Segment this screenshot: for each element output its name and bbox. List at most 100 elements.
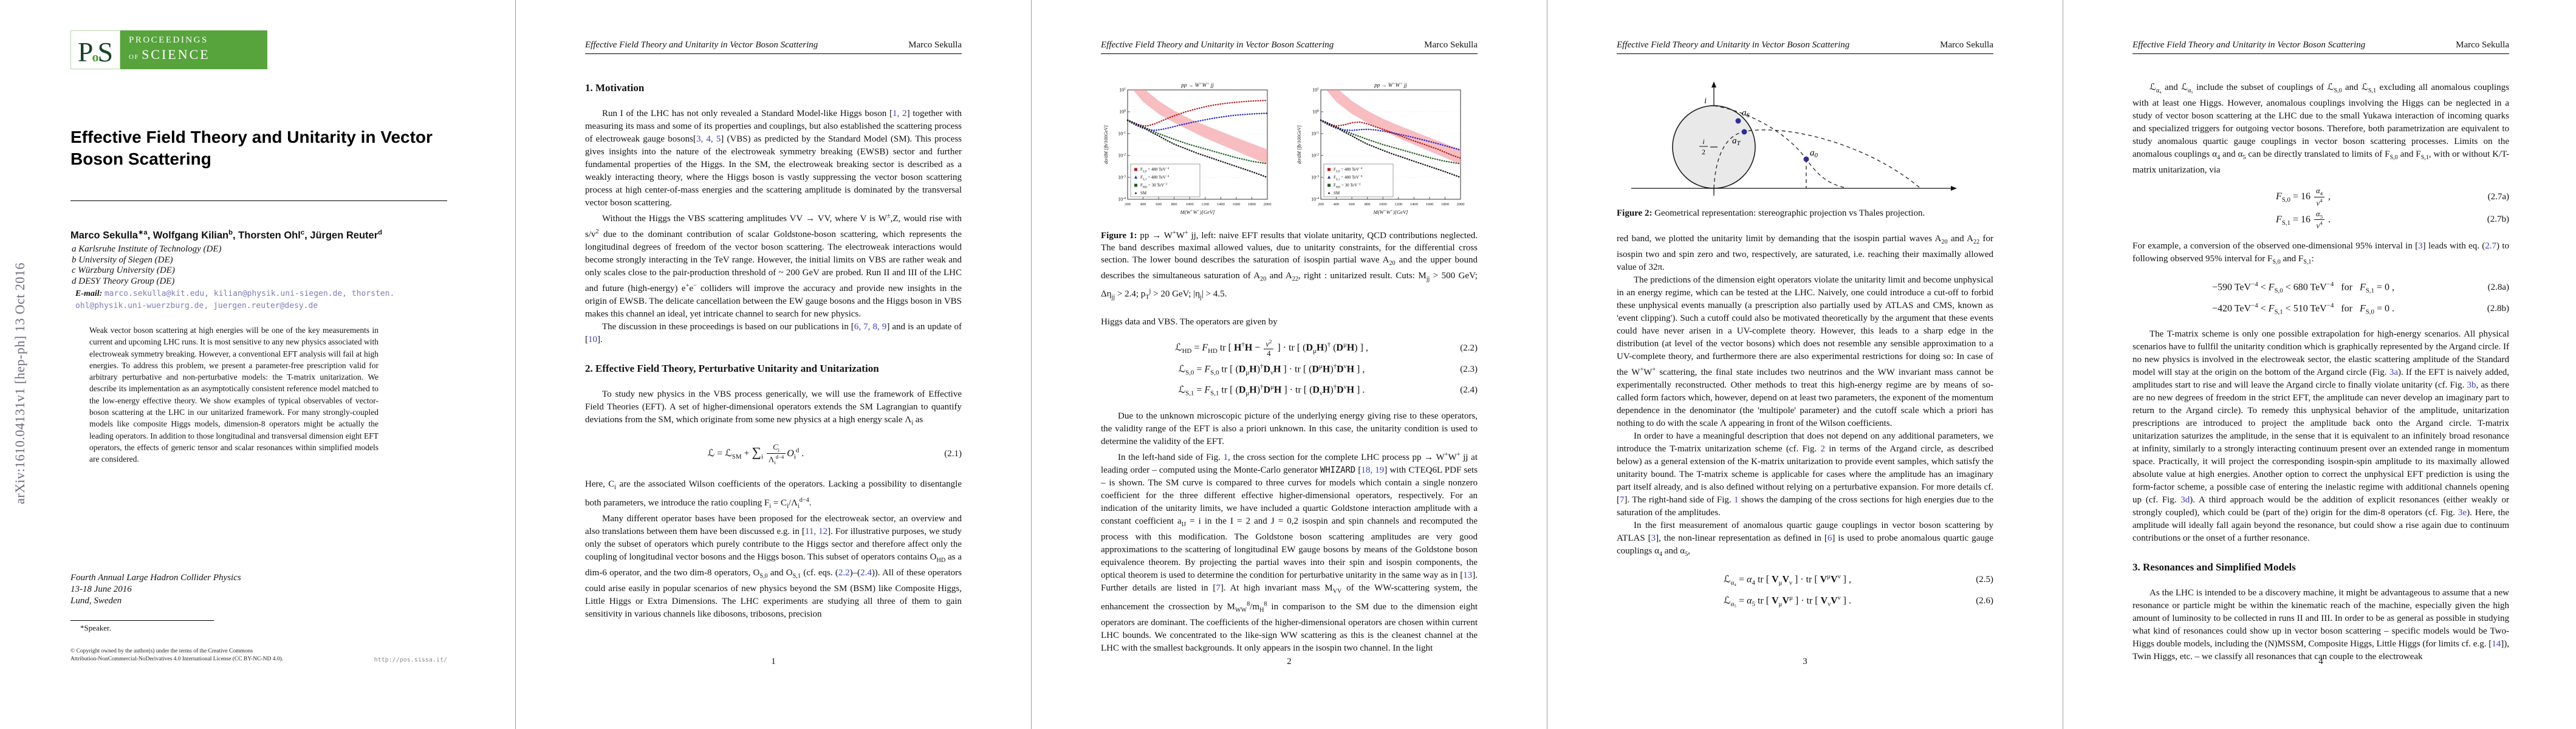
citation-link[interactable]: 13 [1463, 570, 1473, 580]
pos-banner-line2: OF SCIENCE [129, 47, 267, 63]
figure-ref-link[interactable]: 3e [2458, 508, 2467, 518]
citation-link[interactable]: 14 [2492, 639, 2501, 649]
citation-link[interactable]: 7 [1216, 583, 1221, 593]
y-tick-label: 10-3 [1118, 175, 1126, 180]
legend-marker-FS0 [1327, 168, 1331, 171]
citation-link[interactable]: 18, 19 [1361, 465, 1385, 475]
paragraph: Higgs data and VBS. The operators are gi… [1101, 317, 1278, 327]
figure-1: 101 100 10-1 10-2 10-3 10-4 200 400 600 800 1000 12… [1101, 80, 1478, 224]
plot-title: pp → W+W+ jj [1374, 82, 1407, 88]
y-tick-label: 10-3 [1311, 175, 1319, 180]
series-FS0 [1320, 119, 1462, 159]
citation-link[interactable]: 3 [2418, 241, 2423, 252]
legend-label: SM [1140, 191, 1147, 196]
x-tick-label: 1200 [1201, 202, 1209, 207]
x-tick-label: 1800 [1248, 202, 1256, 207]
email-link-line1[interactable]: marco.sekulla@kit.edu, kilian@physik.uni… [104, 289, 395, 298]
figure-2-caption: Figure 2: Geometrical representation: st… [1617, 208, 1925, 218]
figure-ref-link[interactable]: 3a [2389, 368, 2398, 378]
x-tick-label: 1400 [1410, 202, 1418, 207]
x-tick-label: 800 [1365, 202, 1371, 207]
y-tick-label: 101 [1119, 87, 1126, 93]
citation-link[interactable]: 6 [1827, 533, 1832, 543]
citation-link[interactable]: 3 [1651, 533, 1656, 543]
equation-2-3: ℒS,0 = FS,0 tr [ (DμH)†DνH ] · tr [ (DμH… [1101, 360, 1478, 380]
page-4-content: i i 2 aS aT a0 Figure 2: Geometrical rep… [1617, 72, 1993, 620]
y-tick-label: 10-1 [1311, 131, 1319, 137]
pos-letter-p: P [77, 36, 94, 67]
citation-link[interactable]: 10 [588, 335, 597, 344]
figure-ref-link[interactable]: 3b [2467, 380, 2476, 391]
page-2: Effective Field Theory and Unitarity in … [516, 0, 1032, 729]
legend-label: FS,0 = 480 TeV−4 [1140, 167, 1170, 174]
x-tick-label: 2000 [1457, 202, 1465, 207]
affiliation-b: b University of Siegen (DE) [72, 255, 173, 265]
x-tick-label: 1400 [1217, 202, 1225, 207]
affiliation-c: c Würzburg University (DE) [72, 265, 175, 275]
legend-marker-FS1 [1134, 176, 1137, 179]
paragraph: In order to have a meaningful descriptio… [1617, 431, 1993, 518]
footnote-rule [70, 620, 214, 621]
citation-link[interactable]: 6, 7, 8, 9 [854, 322, 887, 332]
legend-marker-SM [1328, 192, 1330, 194]
equation-ref-link[interactable]: 2.2 [838, 568, 850, 578]
point-aT [1741, 129, 1747, 135]
x-axis-arrow [1951, 186, 1957, 191]
author-list: Marco Sekulla∗a, Wolfgang Kilianb, Thors… [70, 229, 382, 241]
equation-2-8a-number: (2.8a) [2487, 282, 2509, 293]
equation-2-8b: −420 TeV−4 < FS,1 < 510 TeV−4 for FS,0 =… [2132, 299, 2509, 319]
section-1-heading: 1. Motivation [585, 82, 645, 94]
pos-url-link[interactable]: http://pos.sissa.it/ [374, 657, 447, 663]
email-link-line2[interactable]: ohl@physik.uni-wuerzburg.de, juergen.reu… [75, 301, 318, 310]
running-header-title: Effective Field Theory and Unitarity in … [585, 40, 818, 50]
figure-2: i i 2 aS aT a0 [1617, 77, 1993, 207]
legend-label: FS,0 = 480 TeV−4 [1334, 167, 1363, 174]
paragraph: Run I of the LHC has not only revealed a… [585, 109, 962, 208]
label-i: i [1704, 97, 1707, 106]
page-number: 1 [771, 657, 776, 666]
speaker-footnote: *Speaker. [80, 623, 111, 632]
title-rule [70, 200, 447, 201]
citation-link[interactable]: 1, 2 [892, 109, 907, 118]
equation-ref-link[interactable]: 2.4 [860, 568, 872, 578]
x-tick-label: 600 [1156, 202, 1162, 207]
affiliation-d: d DESY Theory Group (DE) [72, 276, 175, 286]
email-label: E-mail: [75, 289, 103, 298]
running-header: Effective Field Theory and Unitarity in … [1617, 40, 1993, 54]
y-tick-label: 100 [1119, 109, 1126, 115]
x-tick-label: 600 [1349, 202, 1355, 207]
page-2-content: 1. Motivation Run I of the LHC has not o… [585, 72, 962, 621]
y-tick-label: 10-4 [1118, 197, 1126, 202]
running-header-author: Marco Sekulla [2456, 40, 2509, 50]
equation-2-7b-body: FS,1 = 16 α5 v4 . [2275, 209, 2331, 230]
series-FHD [1126, 119, 1269, 165]
y-tick-label: 10-1 [1118, 131, 1126, 137]
legend-label: FS,1 = 480 TeV−4 [1140, 175, 1170, 182]
figure-ref-link[interactable]: 1 [1733, 495, 1739, 505]
equation-2-1: ℒ = ℒSM + ∑i Ci Λid−4 Oid . (2.1) [585, 443, 962, 465]
abstract: Weak vector boson scattering at high ene… [89, 326, 379, 464]
copyright-line: © Copyright owned by the author(s) under… [70, 648, 447, 663]
equation-ref-link[interactable]: 2.7 [2485, 241, 2497, 252]
page-5: Effective Field Theory and Unitarity in … [2063, 0, 2576, 729]
pos-banner-science: SCIENCE [142, 47, 210, 62]
paragraph: The predictions of the dimension eight o… [1617, 275, 1993, 428]
paragraph: To study new physics in the VBS process … [585, 389, 962, 426]
running-header: Effective Field Theory and Unitarity in … [1101, 40, 1478, 54]
paragraph: ℒα₄ and ℒα₅ include the subset of coupli… [2132, 83, 2509, 175]
arxiv-watermark: arXiv:1610.04131v1 [hep-ph] 13 Oct 2016 [12, 262, 27, 504]
legend-label: FHD = 30 TeV−2 [1334, 183, 1361, 190]
citation-link[interactable]: 7 [1620, 495, 1625, 505]
thales-projection-curve [1713, 129, 1921, 189]
citation-link[interactable]: 11, 12 [804, 527, 828, 537]
citation-link[interactable]: 3, 4, 5 [696, 134, 721, 144]
figure-ref-link[interactable]: 3d [2180, 495, 2190, 505]
figure-ref-link[interactable]: 1 [1223, 452, 1228, 462]
running-header-title: Effective Field Theory and Unitarity in … [1617, 40, 1850, 50]
figure-ref-link[interactable]: 2 [1820, 444, 1826, 454]
equations-2-5-to-2-6: ℒα₄ = α4 tr [ VμVν ] · tr [ VμVν ] , (2.… [1617, 570, 1993, 611]
conference-place: Lund, Sweden [70, 596, 122, 606]
equation-2-7b: FS,1 = 16 α5 v4 . (2.7b) [2132, 210, 2509, 231]
series-SM [1320, 119, 1462, 179]
